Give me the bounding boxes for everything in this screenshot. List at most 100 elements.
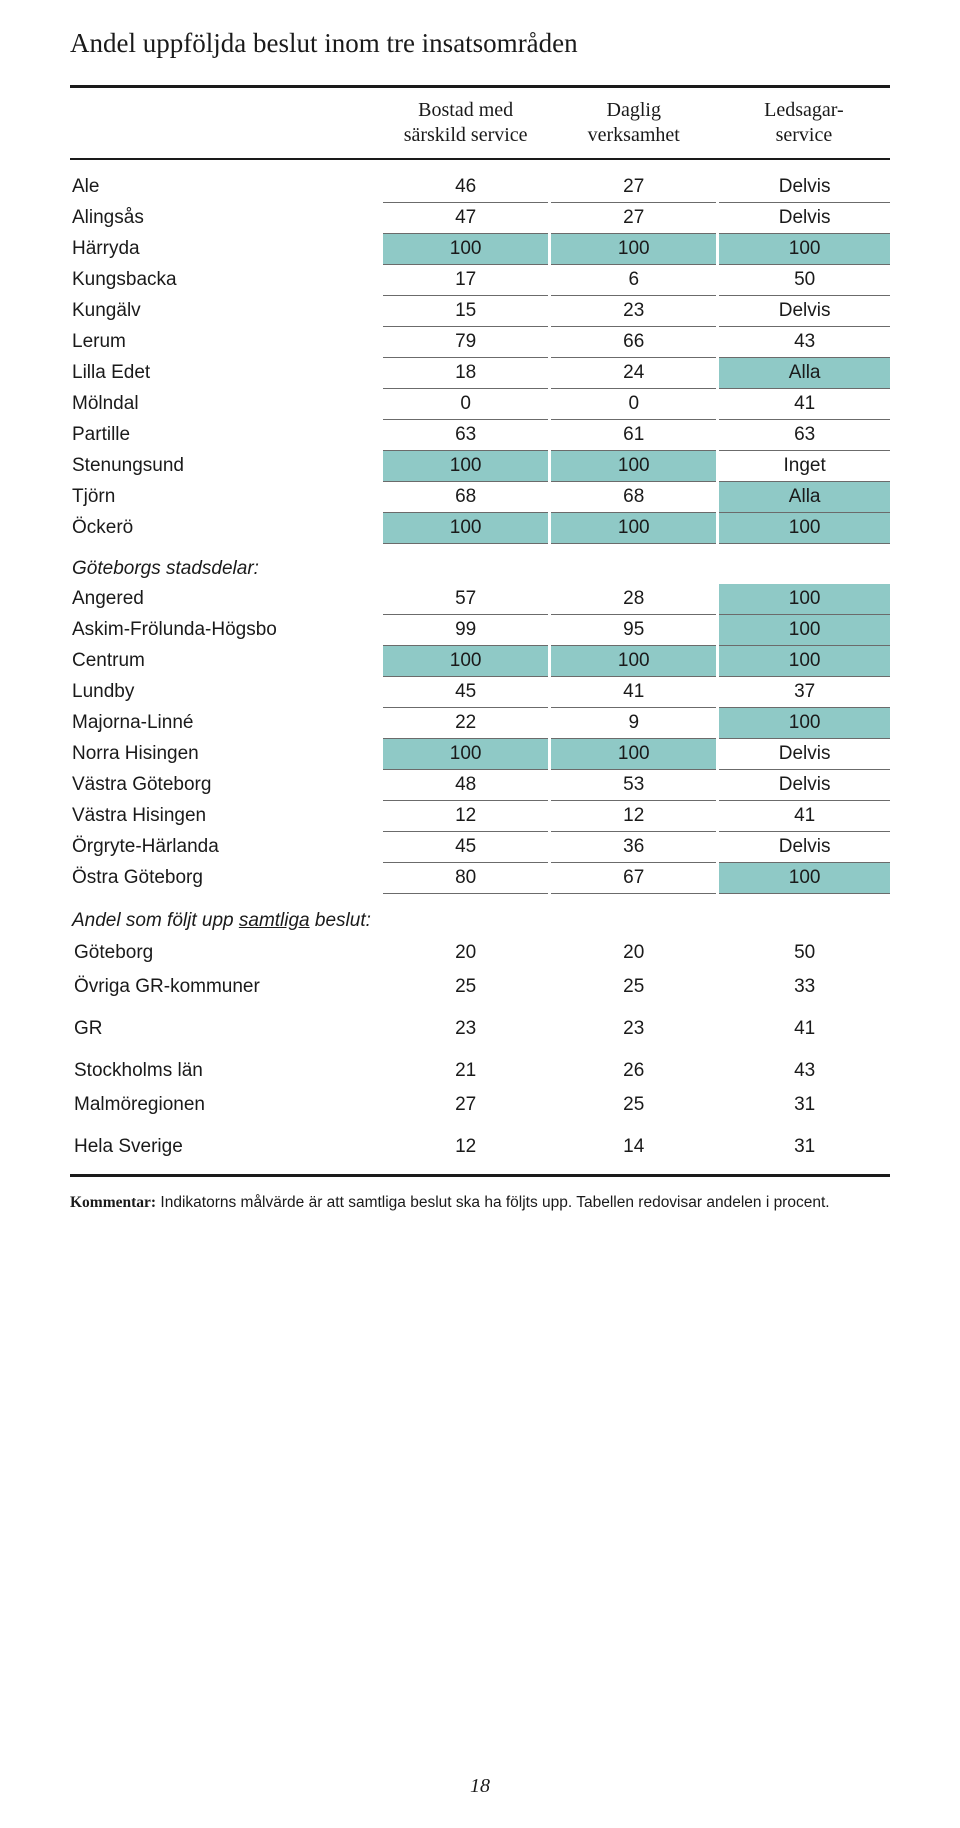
cell-g1-10-0: 68: [382, 482, 550, 513]
cell-g1-7-2: 41: [718, 389, 890, 420]
row-label: Ale: [70, 172, 382, 203]
cell-g1-7-1: 0: [550, 389, 718, 420]
table-row: Mölndal0041: [70, 389, 890, 420]
summary-cell-1-0: 25: [382, 970, 550, 1004]
cell-g1-1-0: 47: [382, 203, 550, 234]
summary-cell-2-0: 23: [382, 1004, 550, 1046]
header-row: Bostad medsärskild service Dagligverksam…: [70, 87, 890, 160]
cell-g2-3-0: 45: [382, 677, 550, 708]
cell-g1-10-1: 68: [550, 482, 718, 513]
cell-g1-0-2: Delvis: [718, 172, 890, 203]
cell-g1-9-1: 100: [550, 451, 718, 482]
row-label: Härryda: [70, 234, 382, 265]
page: Andel uppföljda beslut inom tre insatsom…: [0, 0, 960, 1828]
cell-g1-11-1: 100: [550, 513, 718, 544]
cell-g2-5-1: 100: [550, 739, 718, 770]
cell-g1-5-2: 43: [718, 327, 890, 358]
row-label: Tjörn: [70, 482, 382, 513]
row-label: Centrum: [70, 646, 382, 677]
summary-cell-4-1: 25: [550, 1088, 718, 1122]
summary-label: Övriga GR-kommuner: [70, 970, 382, 1004]
summary-row: Göteborg202050: [70, 936, 890, 970]
table-row: Norra Hisingen100100Delvis: [70, 739, 890, 770]
cell-g1-5-0: 79: [382, 327, 550, 358]
header-col-3: Ledsagar-service: [718, 87, 890, 160]
summary-cell-3-2: 43: [718, 1046, 890, 1088]
summary-label: Hela Sverige: [70, 1122, 382, 1164]
cell-g2-6-0: 48: [382, 770, 550, 801]
cell-g2-9-0: 80: [382, 863, 550, 894]
row-label: Mölndal: [70, 389, 382, 420]
summary-cell-3-1: 26: [550, 1046, 718, 1088]
page-title: Andel uppföljda beslut inom tre insatsom…: [70, 28, 890, 59]
cell-g1-3-2: 50: [718, 265, 890, 296]
cell-g1-11-0: 100: [382, 513, 550, 544]
cell-g1-11-2: 100: [718, 513, 890, 544]
row-label: Lilla Edet: [70, 358, 382, 389]
table-row: Östra Göteborg8067100: [70, 863, 890, 894]
header-blank: [70, 87, 382, 160]
summary-cell-3-0: 21: [382, 1046, 550, 1088]
table-row: Ale4627Delvis: [70, 172, 890, 203]
row-label: Kungälv: [70, 296, 382, 327]
row-label: Partille: [70, 420, 382, 451]
cell-g1-4-0: 15: [382, 296, 550, 327]
cell-g1-1-1: 27: [550, 203, 718, 234]
summary-cell-5-0: 12: [382, 1122, 550, 1164]
table-row: Lerum796643: [70, 327, 890, 358]
cell-g1-3-0: 17: [382, 265, 550, 296]
summary-cell-2-2: 41: [718, 1004, 890, 1046]
summary-label: Stockholms län: [70, 1046, 382, 1088]
summary-label: GR: [70, 1004, 382, 1046]
cell-g2-9-1: 67: [550, 863, 718, 894]
cell-g2-4-2: 100: [718, 708, 890, 739]
cell-g2-4-0: 22: [382, 708, 550, 739]
table-row: Alingsås4727Delvis: [70, 203, 890, 234]
summary-label: Göteborg: [70, 936, 382, 970]
cell-g2-6-1: 53: [550, 770, 718, 801]
summary-label: Malmöregionen: [70, 1088, 382, 1122]
summary-cell-1-1: 25: [550, 970, 718, 1004]
cell-g2-1-1: 95: [550, 615, 718, 646]
table-row: Västra Hisingen121241: [70, 801, 890, 832]
summary-cell-4-0: 27: [382, 1088, 550, 1122]
table-row: Örgryte-Härlanda4536Delvis: [70, 832, 890, 863]
cell-g2-6-2: Delvis: [718, 770, 890, 801]
section-1-label-row: Göteborgs stadsdelar:: [70, 544, 890, 585]
cell-g2-3-2: 37: [718, 677, 890, 708]
row-label: Stenungsund: [70, 451, 382, 482]
row-label: Örgryte-Härlanda: [70, 832, 382, 863]
cell-g1-8-0: 63: [382, 420, 550, 451]
summary-cell-5-2: 31: [718, 1122, 890, 1164]
table-row: Tjörn6868Alla: [70, 482, 890, 513]
cell-g2-1-0: 99: [382, 615, 550, 646]
row-label: Lerum: [70, 327, 382, 358]
summary-row: Malmöregionen272531: [70, 1088, 890, 1122]
table-row: Lundby454137: [70, 677, 890, 708]
cell-g2-7-2: 41: [718, 801, 890, 832]
cell-g1-2-1: 100: [550, 234, 718, 265]
cell-g2-2-1: 100: [550, 646, 718, 677]
cell-g1-3-1: 6: [550, 265, 718, 296]
cell-g2-5-2: Delvis: [718, 739, 890, 770]
table-row: Lilla Edet1824Alla: [70, 358, 890, 389]
group1-body: Ale4627DelvisAlingsås4727DelvisHärryda10…: [70, 172, 890, 544]
row-label: Norra Hisingen: [70, 739, 382, 770]
cell-g1-6-0: 18: [382, 358, 550, 389]
row-label: Lundby: [70, 677, 382, 708]
cell-g2-0-0: 57: [382, 584, 550, 615]
cell-g1-2-0: 100: [382, 234, 550, 265]
summary-row: Stockholms län212643: [70, 1046, 890, 1088]
row-label: Alingsås: [70, 203, 382, 234]
cell-g1-0-1: 27: [550, 172, 718, 203]
table-row: Majorna-Linné229100: [70, 708, 890, 739]
header-col-2: Dagligverksamhet: [550, 87, 718, 160]
table-row: Öckerö100100100: [70, 513, 890, 544]
cell-g1-9-0: 100: [382, 451, 550, 482]
table-end-rule: [70, 1164, 890, 1176]
cell-g1-0-0: 46: [382, 172, 550, 203]
row-label: Västra Göteborg: [70, 770, 382, 801]
row-label: Angered: [70, 584, 382, 615]
cell-g2-5-0: 100: [382, 739, 550, 770]
section-2-label: Andel som följt upp samtliga beslut:: [70, 894, 890, 937]
